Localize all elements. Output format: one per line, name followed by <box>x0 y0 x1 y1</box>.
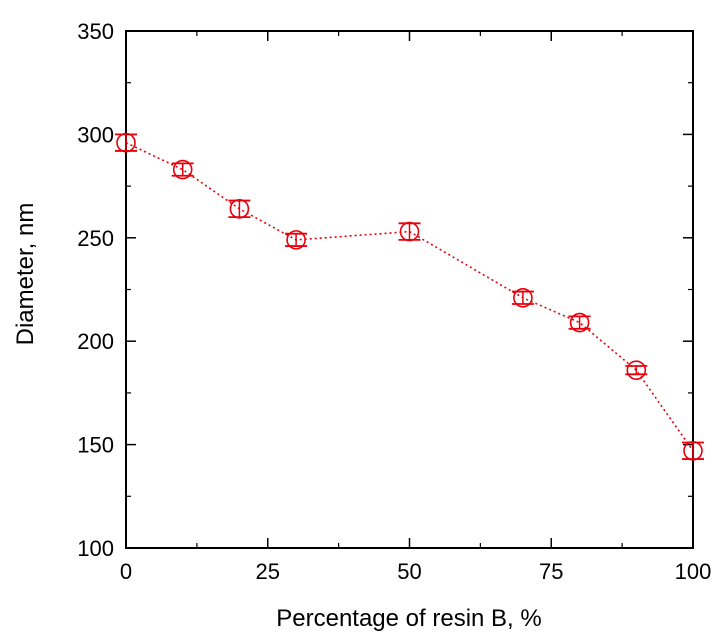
data-points <box>116 132 703 461</box>
series-line <box>125 141 694 452</box>
y-tick-label: 250 <box>77 226 114 251</box>
x-tick-label: 75 <box>539 559 563 584</box>
y-tick-label: 200 <box>77 329 114 354</box>
y-axis-title: Diameter, nm <box>12 203 39 346</box>
data-point <box>513 287 533 308</box>
data-point <box>286 230 306 250</box>
data-point <box>569 312 590 333</box>
tick-labels: 0 25 50 75 100 100 150 200 250 300 350 <box>77 19 711 584</box>
data-point <box>172 159 193 180</box>
axis-ticks <box>125 30 694 549</box>
data-point <box>116 132 136 153</box>
data-point <box>683 441 703 461</box>
x-tick-label: 100 <box>675 559 712 584</box>
x-tick-label: 25 <box>256 559 280 584</box>
data-point <box>399 221 420 242</box>
y-tick-label: 350 <box>77 19 114 44</box>
error-bars <box>115 133 704 460</box>
data-point <box>626 360 647 380</box>
y-tick-label: 300 <box>77 122 114 147</box>
plot-frame <box>125 30 694 549</box>
y-tick-label: 150 <box>77 433 114 458</box>
x-tick-label: 50 <box>397 559 421 584</box>
x-axis-title: Percentage of resin B, % <box>276 605 541 632</box>
y-tick-label: 100 <box>77 536 114 561</box>
x-tick-label: 0 <box>120 559 132 584</box>
data-point <box>229 199 250 219</box>
